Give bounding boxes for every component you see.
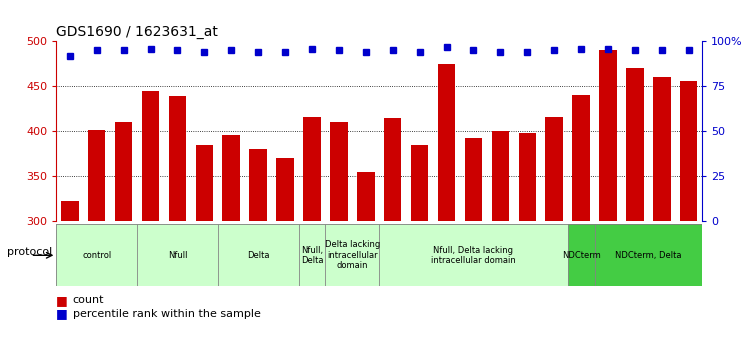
Text: Delta: Delta — [247, 251, 270, 260]
FancyBboxPatch shape — [568, 224, 595, 286]
Bar — [115, 122, 132, 345]
Bar — [438, 64, 455, 345]
Text: percentile rank within the sample: percentile rank within the sample — [73, 309, 261, 319]
Bar — [384, 118, 402, 345]
Bar — [653, 77, 671, 345]
FancyBboxPatch shape — [325, 224, 379, 286]
Bar — [330, 122, 348, 345]
Text: Delta lacking
intracellular
domain: Delta lacking intracellular domain — [324, 240, 380, 270]
FancyBboxPatch shape — [379, 224, 568, 286]
Bar — [626, 68, 644, 345]
Text: ■: ■ — [56, 307, 68, 321]
FancyBboxPatch shape — [299, 224, 325, 286]
Text: Nfull, Delta lacking
intracellular domain: Nfull, Delta lacking intracellular domai… — [431, 246, 516, 265]
Bar — [276, 158, 294, 345]
FancyBboxPatch shape — [56, 224, 137, 286]
Bar — [88, 130, 105, 345]
Text: NDCterm, Delta: NDCterm, Delta — [615, 251, 682, 260]
Bar — [169, 96, 186, 345]
Text: GDS1690 / 1623631_at: GDS1690 / 1623631_at — [56, 25, 219, 39]
FancyBboxPatch shape — [137, 224, 218, 286]
Bar — [411, 145, 428, 345]
Bar — [61, 201, 79, 345]
Bar — [465, 138, 482, 345]
Bar — [492, 131, 509, 345]
Text: protocol: protocol — [8, 247, 53, 257]
Text: Nfull: Nfull — [167, 251, 187, 260]
Text: NDCterm: NDCterm — [562, 251, 601, 260]
Text: ■: ■ — [56, 294, 68, 307]
Text: Nfull,
Delta: Nfull, Delta — [300, 246, 323, 265]
Bar — [195, 145, 213, 345]
Bar — [599, 50, 617, 345]
Bar — [518, 133, 536, 345]
Bar — [545, 117, 563, 345]
Bar — [680, 81, 698, 345]
Bar — [249, 149, 267, 345]
Bar — [572, 95, 590, 345]
FancyBboxPatch shape — [218, 224, 299, 286]
Bar — [142, 91, 159, 345]
Bar — [222, 135, 240, 345]
Text: count: count — [73, 295, 104, 305]
FancyBboxPatch shape — [595, 224, 702, 286]
Bar — [357, 172, 375, 345]
Text: control: control — [82, 251, 111, 260]
Bar — [303, 117, 321, 345]
